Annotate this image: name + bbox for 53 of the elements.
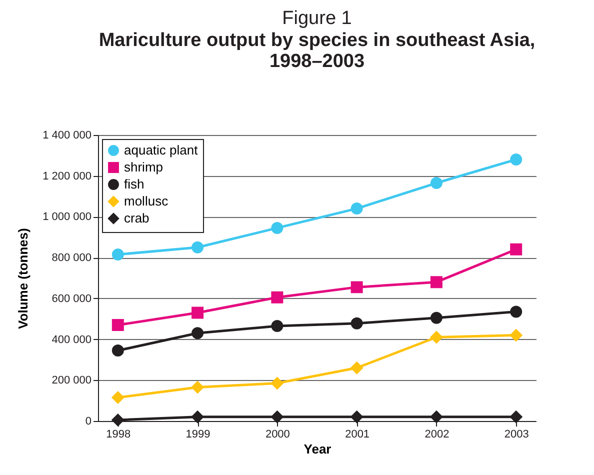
point <box>430 331 442 344</box>
point <box>510 306 522 318</box>
point <box>350 202 363 215</box>
point <box>510 243 522 256</box>
legend-label: aquatic plant <box>124 142 198 158</box>
chart-title: Figure 1 <box>282 8 352 29</box>
legend-label: mollusc <box>124 194 169 208</box>
x-tick-label: 1999 <box>186 428 210 440</box>
point <box>271 320 284 332</box>
y-tick-label: 0 <box>85 416 92 428</box>
point <box>350 317 363 330</box>
point <box>430 276 442 288</box>
y-tick-label: 1 200 000 <box>42 170 92 182</box>
point <box>350 410 363 423</box>
point <box>350 281 363 294</box>
point <box>271 222 284 234</box>
x-tick-label: 1998 <box>106 428 131 440</box>
y-tick-label: 200 000 <box>52 374 92 387</box>
y-tick-label: 1 400 000 <box>42 130 92 142</box>
point <box>350 362 363 374</box>
chart-subtitle: Mariculture output by species in southeast Asia, 1998–2003 <box>98 30 536 72</box>
x-tick-label: 2003 <box>504 428 529 440</box>
y-tick-label: 1 000 000 <box>42 211 92 224</box>
x-tick-label: 2001 <box>345 428 370 440</box>
legend-label: crab <box>124 210 150 226</box>
point <box>112 318 124 331</box>
y-tick-label: 600 000 <box>52 292 92 305</box>
point <box>510 329 522 342</box>
point <box>112 344 124 357</box>
point <box>430 312 442 324</box>
point <box>192 327 204 340</box>
legend-label: shrimp <box>124 160 164 174</box>
point <box>271 377 284 390</box>
x-tick-label: 2000 <box>265 428 290 440</box>
y-tick-label: 400 000 <box>52 334 92 346</box>
point <box>271 410 284 423</box>
point <box>271 291 284 304</box>
point <box>192 306 204 319</box>
point <box>192 410 204 423</box>
point <box>192 241 204 254</box>
x-axis-title: Year <box>304 442 332 456</box>
point <box>430 410 442 423</box>
point <box>112 414 124 426</box>
point <box>510 154 522 166</box>
point <box>112 248 124 260</box>
legend-label: fish <box>124 176 144 192</box>
point <box>112 392 124 404</box>
x-tick-label: 2002 <box>424 428 450 440</box>
y-axis-title: Volume (tonnes) <box>16 228 31 329</box>
point <box>430 177 442 189</box>
y-tick-label: 800 000 <box>52 252 92 264</box>
point <box>510 410 522 423</box>
point <box>192 381 204 394</box>
